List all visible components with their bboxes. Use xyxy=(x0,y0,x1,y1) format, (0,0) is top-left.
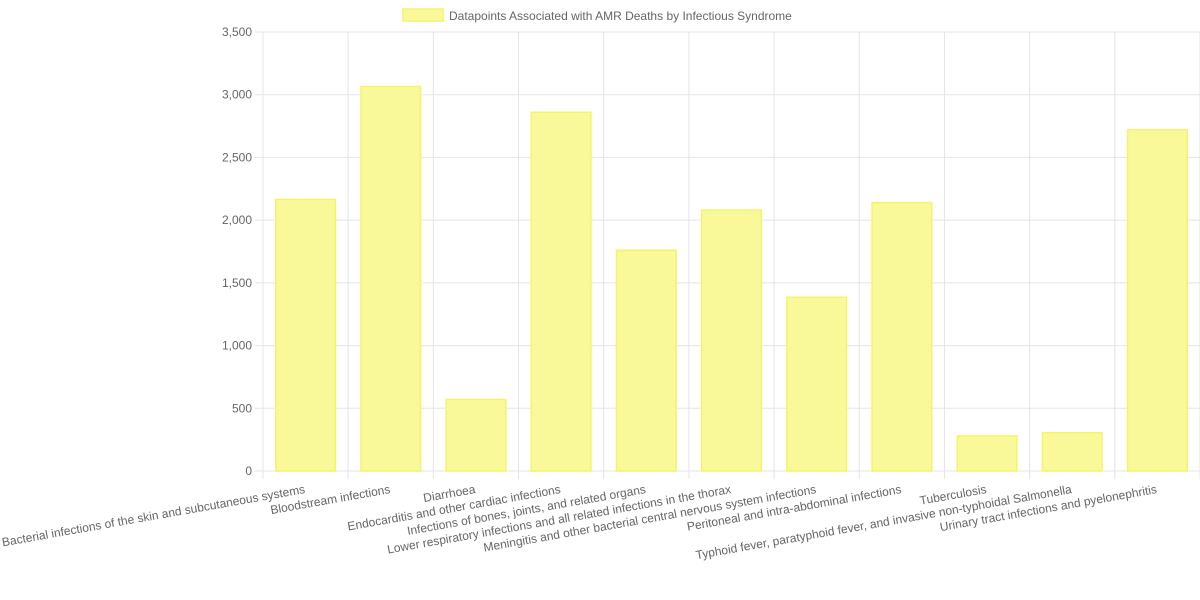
bars xyxy=(275,85,1188,472)
bar[interactable] xyxy=(530,111,592,472)
legend-swatch[interactable] xyxy=(402,8,444,22)
bar[interactable] xyxy=(1126,129,1188,472)
y-tick-label: 1,000 xyxy=(222,339,252,353)
bar[interactable] xyxy=(445,398,507,472)
bar[interactable] xyxy=(615,249,677,472)
bar[interactable] xyxy=(360,85,422,472)
y-tick-label: 3,000 xyxy=(222,88,252,102)
y-axis: 0 500 1,000 1,500 2,000 2,500 3,000 3,500 xyxy=(222,25,252,478)
y-tick-label: 500 xyxy=(232,401,252,415)
bar[interactable] xyxy=(700,209,763,472)
x-tick-label: Bacterial infections of the skin and sub… xyxy=(1,482,306,549)
x-axis: Bacterial infections of the skin and sub… xyxy=(1,482,1158,562)
y-tick-label: 3,500 xyxy=(222,25,252,39)
y-tick-label: 2,500 xyxy=(222,150,252,164)
bar[interactable] xyxy=(871,201,933,472)
bar[interactable] xyxy=(956,435,1018,472)
y-tick-label: 2,000 xyxy=(222,213,252,227)
bar[interactable] xyxy=(786,296,848,472)
legend[interactable]: Datapoints Associated with AMR Deaths by… xyxy=(402,8,792,23)
bar[interactable] xyxy=(275,198,337,472)
legend-label[interactable]: Datapoints Associated with AMR Deaths by… xyxy=(449,9,792,23)
y-tick-label: 1,500 xyxy=(222,276,252,290)
y-tick-label: 0 xyxy=(245,464,252,478)
bar[interactable] xyxy=(1041,431,1103,472)
